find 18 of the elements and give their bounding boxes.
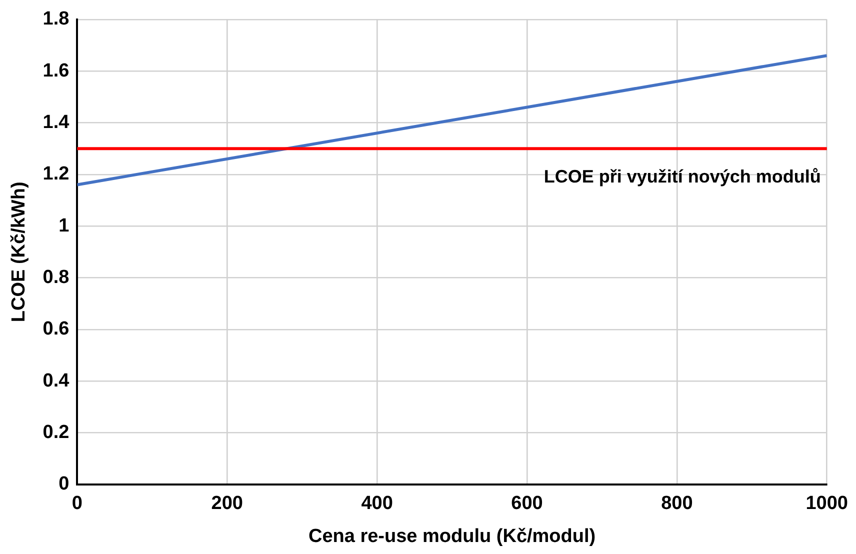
y-tick-label: 0 [58, 474, 70, 495]
x-tick-label: 200 [211, 493, 243, 514]
y-tick-label: 1.6 [42, 60, 70, 82]
y-tick-label: 0.2 [42, 422, 70, 443]
y-tick-label: 1.4 [42, 112, 70, 133]
y-axis-title: LCOE (Kč/kWh) [8, 182, 30, 322]
x-tick-label: 1000 [806, 493, 848, 514]
y-tick-label: 1.8 [42, 8, 70, 30]
x-tick-label: 800 [661, 493, 693, 514]
y-tick-label: 1.2 [42, 164, 70, 185]
y-tick-label: 0.6 [42, 318, 70, 340]
y-tick-label: 0.4 [42, 370, 70, 392]
x-tick-label: 400 [361, 493, 393, 514]
x-axis-title: Cena re-use modulu (Kč/modul) [308, 526, 596, 547]
ref-line-label: LCOE při využití nových modulů [544, 166, 821, 187]
y-tick-label: 0.8 [42, 266, 70, 288]
x-tick-label: 600 [511, 493, 543, 514]
y-tick-label: 1 [58, 215, 70, 236]
